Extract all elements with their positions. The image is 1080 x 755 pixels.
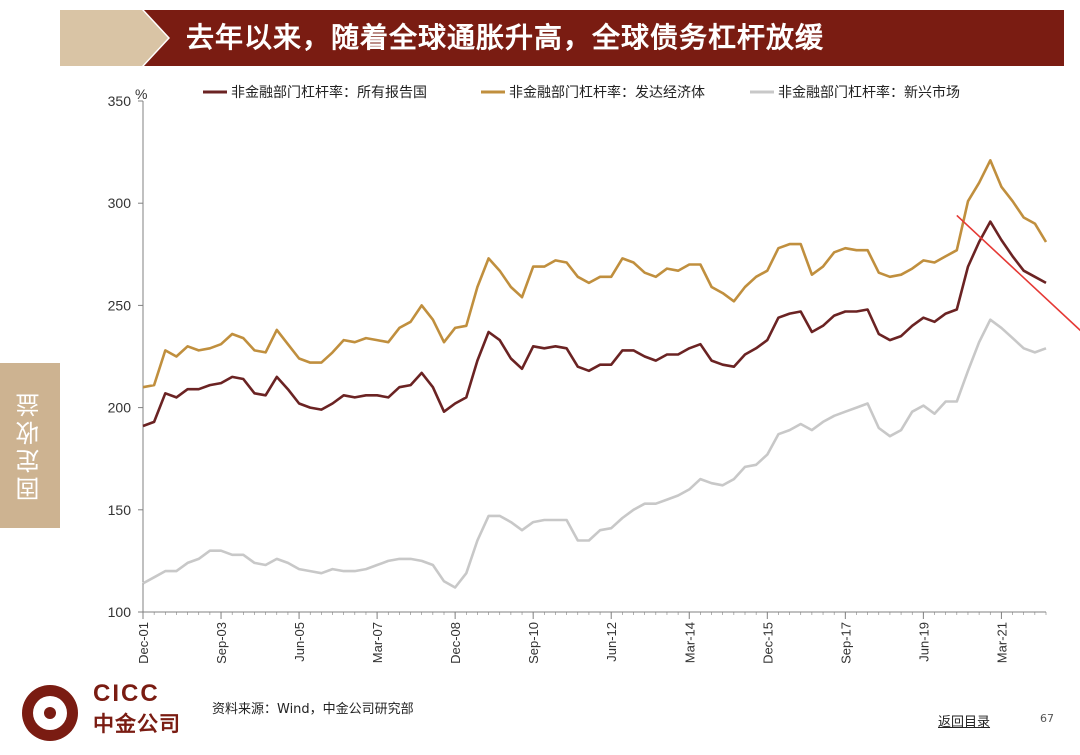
source-note: 资料来源：Wind，中金公司研究部 (212, 702, 414, 717)
logo-text-cn: 中金公司 (93, 712, 181, 736)
legend-label: 非金融部门杠杆率：发达经济体 (509, 84, 705, 101)
series-line (142, 159, 1048, 389)
x-tick-label: Dec-08 (448, 622, 463, 664)
trend-arrow-line (956, 214, 1080, 332)
page-number: 67 (1040, 712, 1054, 725)
x-tick-label: Dec-15 (760, 622, 775, 664)
y-tick-label: 100 (108, 604, 132, 620)
x-tick-label: Mar-21 (994, 622, 1009, 663)
back-to-contents-link[interactable]: 返回目录 (938, 715, 991, 730)
y-tick-label: 250 (108, 297, 132, 313)
x-tick-label: Jun-05 (292, 622, 307, 662)
x-tick-label: Sep-17 (838, 622, 853, 664)
page-title: 去年以来，随着全球通胀升高，全球债务杠杆放缓 (186, 21, 825, 54)
x-tick-label: Jun-19 (916, 622, 931, 662)
legend-label: 非金融部门杠杆率：新兴市场 (778, 84, 960, 101)
series-line (142, 220, 1047, 428)
series-line (142, 318, 1047, 589)
x-tick-label: Mar-07 (370, 622, 385, 663)
x-tick-label: Sep-03 (214, 622, 229, 664)
y-tick-label: 150 (108, 502, 132, 518)
cicc-logo-icon (22, 685, 78, 741)
x-tick-label: Dec-01 (136, 622, 151, 664)
y-axis-unit: % (135, 86, 147, 102)
header-chevron (60, 10, 168, 66)
leverage-chart: 100 150 200 250 300 350 % Dec-01 Sep-03 Jun-05 Mar… (108, 84, 1080, 664)
logo-text-en: CICC (93, 680, 160, 707)
side-tab (0, 363, 60, 528)
y-tick-label: 300 (108, 195, 132, 211)
x-tick-label: Mar-14 (682, 622, 697, 663)
x-tick-label: Jun-12 (604, 622, 619, 662)
x-tick-label: Sep-10 (526, 622, 541, 664)
legend-label: 非金融部门杠杆率：所有报告国 (231, 84, 427, 101)
y-tick-label: 350 (108, 93, 132, 109)
header-bar (144, 10, 1064, 66)
y-tick-label: 200 (108, 400, 132, 416)
